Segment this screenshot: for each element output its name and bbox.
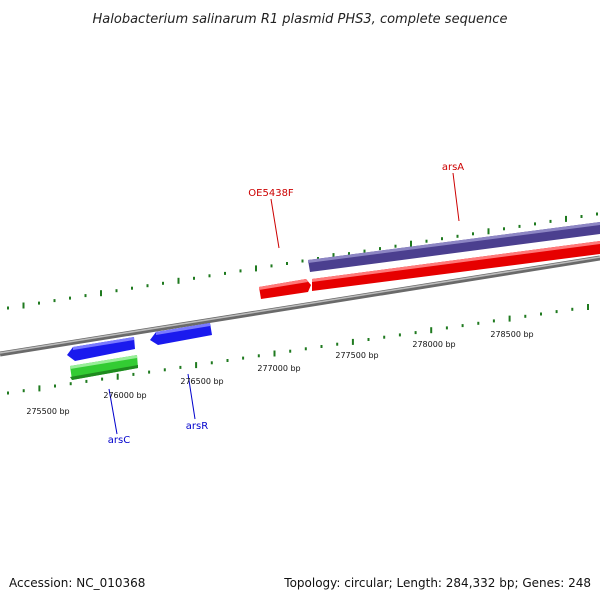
scale-label-276500: 276500 bp: [180, 377, 223, 386]
scale-label-278000: 278000 bp: [412, 340, 455, 349]
summary-text: Topology: circular; Length: 284,332 bp; …: [283, 576, 591, 590]
scale-label-275500: 275500 bp: [26, 407, 69, 416]
scale-label-277500: 277500 bp: [335, 351, 378, 360]
leader-arsC: [108, 388, 118, 435]
label-arsC: arsC: [108, 435, 130, 446]
feature-arsA[interactable]: [308, 222, 600, 272]
accession-text: Accession: NC_010368: [9, 576, 145, 590]
label-OE5438F: OE5438F: [248, 188, 294, 199]
plasmid-backbone-highlight: [0, 256, 600, 354]
plasmid-backbone: [0, 255, 600, 357]
feature-red-long[interactable]: [312, 241, 600, 291]
leader-OE5438F: [270, 198, 280, 249]
leader-arsR: [187, 373, 196, 420]
tick-row-lower: [7, 304, 589, 395]
feature-arsR[interactable]: [150, 323, 212, 345]
feature-arsC[interactable]: [67, 337, 135, 361]
scale-label-277000: 277000 bp: [257, 364, 300, 373]
label-arsR: arsR: [186, 421, 208, 432]
leader-arsA: [452, 172, 460, 222]
scale-label-276000: 276000 bp: [103, 391, 146, 400]
map-title: Halobacterium salinarum R1 plasmid PHS3,…: [93, 12, 508, 27]
scale-label-278500: 278500 bp: [490, 330, 533, 339]
feature-green[interactable]: [70, 355, 138, 380]
feature-OE5438F[interactable]: [259, 279, 311, 299]
label-arsA: arsA: [442, 162, 464, 173]
